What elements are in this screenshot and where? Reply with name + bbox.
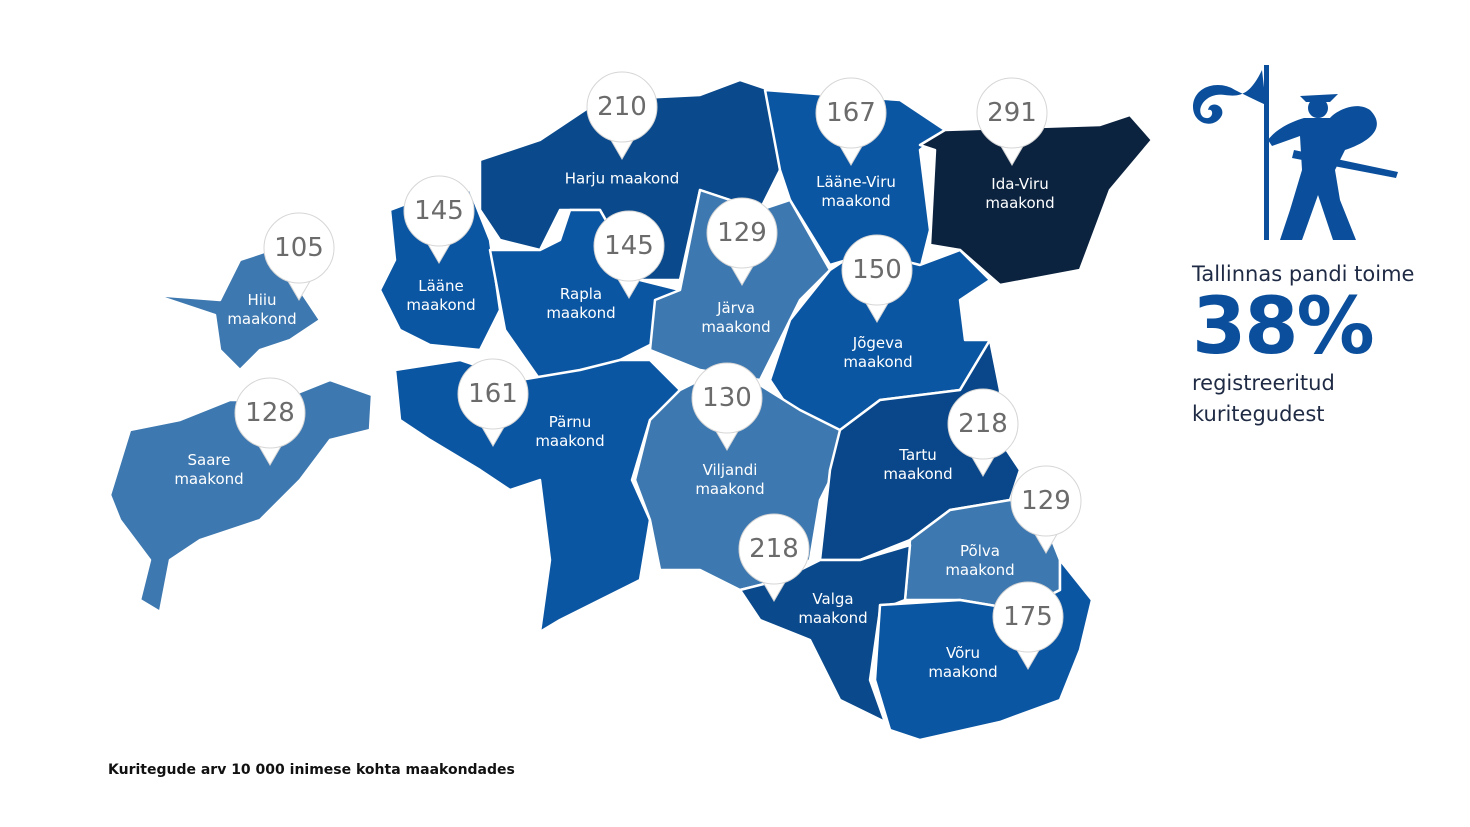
- pin-marker: [403, 175, 475, 247]
- region-name: Valga maakond: [798, 590, 868, 627]
- pin-value: 128: [245, 398, 295, 428]
- pin-marker: [234, 377, 306, 449]
- pin-value: 129: [717, 218, 767, 248]
- pin-value: 218: [749, 534, 799, 564]
- region-name: Rapla maakond: [546, 285, 616, 322]
- region-name: Jõgeva maakond: [843, 334, 913, 371]
- region: [763, 88, 947, 272]
- region-name: Ida-Viru maakond: [985, 175, 1055, 212]
- region-name: Järva maakond: [701, 299, 771, 336]
- pin-marker: [761, 571, 787, 581]
- region-name: Pärnu maakond: [535, 413, 605, 450]
- pin-value: 175: [1003, 602, 1053, 632]
- pin-marker: [992, 581, 1064, 653]
- regions: [108, 78, 1154, 742]
- pin-marker: [1015, 639, 1041, 649]
- pin-marker: [480, 416, 506, 426]
- pin-marker: [457, 358, 529, 430]
- pin-marker: [593, 210, 665, 282]
- pin-marker: [616, 268, 642, 278]
- pin-value: 291: [987, 98, 1037, 128]
- pin-marker: [738, 513, 810, 585]
- pin-marker: [1010, 465, 1082, 537]
- pin-marker: [947, 388, 1019, 460]
- pin-value: 130: [702, 383, 752, 413]
- pin-value: 129: [1021, 486, 1071, 516]
- pins: [234, 71, 1082, 670]
- pin-value: 161: [468, 379, 518, 409]
- region-name: Saare maakond: [174, 451, 244, 488]
- region-name: Harju maakond: [564, 169, 680, 188]
- region-name: Põlva maakond: [945, 542, 1015, 579]
- pin-marker: [976, 77, 1048, 149]
- region-name: Võru maakond: [928, 644, 998, 681]
- stat-box: Tallinnas pandi toime 38% registreeritud…: [1192, 262, 1452, 430]
- region: [488, 208, 682, 382]
- pin-value: 145: [604, 231, 654, 261]
- pin-marker: [815, 77, 887, 149]
- pin-value: 210: [597, 92, 647, 122]
- region-name: Tartu maakond: [883, 446, 953, 483]
- pin-value: 145: [414, 196, 464, 226]
- pin-marker: [609, 129, 635, 139]
- pin-marker: [257, 435, 283, 445]
- pin-marker: [706, 197, 778, 269]
- region-name: Hiiu maakond: [227, 291, 297, 328]
- pin-marker: [838, 135, 864, 145]
- pin-value: 218: [958, 409, 1008, 439]
- pin-marker: [999, 135, 1025, 145]
- pin-value: 105: [274, 233, 324, 263]
- stat-intro: Tallinnas pandi toime: [1192, 262, 1415, 286]
- pin-marker: [714, 420, 740, 430]
- stat-outro: registreeritud kuritegudest: [1192, 371, 1335, 426]
- region: [393, 358, 682, 634]
- pin-marker: [691, 362, 763, 434]
- pin-marker: [729, 255, 755, 265]
- pin-marker: [586, 71, 658, 143]
- pin-marker: [1033, 523, 1059, 533]
- region: [153, 248, 322, 372]
- pin-marker: [426, 233, 452, 243]
- pin-marker: [263, 212, 335, 284]
- stat-value: 38%: [1192, 282, 1375, 372]
- region-name: Lääne maakond: [406, 277, 476, 314]
- pin-marker: [286, 270, 312, 280]
- pin-marker: [970, 446, 996, 456]
- region: [918, 113, 1154, 287]
- caption: Kuritegude arv 10 000 inimese kohta maak…: [108, 762, 515, 778]
- region: [108, 378, 374, 614]
- pin-value: 150: [852, 255, 902, 285]
- pin-marker: [864, 292, 890, 302]
- mascot-icon: [1192, 65, 1398, 240]
- pin-marker: [841, 234, 913, 306]
- region-name: Viljandi maakond: [695, 461, 765, 498]
- region-name: Lääne-Viru maakond: [816, 173, 896, 210]
- pin-value: 167: [826, 98, 876, 128]
